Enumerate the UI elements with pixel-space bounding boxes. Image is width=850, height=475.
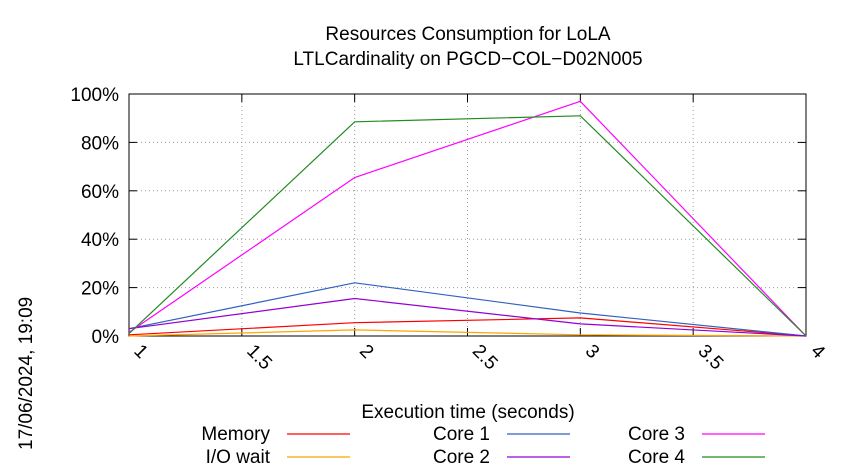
chart-title: Resources Consumption for LoLA (325, 24, 610, 45)
series-line-core-3 (128, 100, 807, 337)
legend-label-core-1: Core 1 (433, 424, 490, 445)
x-tick-label: 2.5 (468, 341, 502, 375)
y-tick-label: 20% (81, 279, 119, 300)
x-tick-label: 1 (129, 341, 151, 363)
legend-label-memory: Memory (201, 424, 270, 445)
series-line-core-4 (128, 115, 807, 337)
y-axis-ticks: 0% 20% 40% 60% 80% 100% (70, 85, 806, 348)
x-tick-label: 3.5 (694, 341, 728, 375)
series-lines (128, 100, 807, 337)
series-line-core-1 (128, 282, 807, 337)
legend-label-core-2: Core 2 (433, 447, 490, 468)
series-line-i-o-wait (128, 329, 807, 337)
chart-subtitle: LTLCardinality on PGCD−COL−D02N005 (293, 49, 642, 70)
x-axis-label: Execution time (seconds) (361, 402, 574, 423)
x-tick-label: 3 (581, 341, 603, 363)
x-tick-label: 4 (806, 341, 829, 364)
y-tick-label: 0% (92, 327, 120, 348)
x-tick-label: 1.5 (242, 341, 276, 375)
x-tick-label: 2 (355, 341, 377, 363)
legend-label-core-3: Core 3 (628, 424, 685, 445)
legend-label-core-4: Core 4 (628, 447, 685, 468)
y-tick-label: 40% (81, 230, 119, 251)
grid-lines (129, 94, 806, 336)
legend-label-i-o-wait: I/O wait (206, 447, 271, 468)
series-line-core-2 (128, 297, 807, 337)
y-tick-label: 100% (70, 85, 119, 106)
y-tick-label: 60% (81, 182, 119, 203)
timestamp: 17/06/2024, 19:09 (16, 297, 37, 450)
y-tick-label: 80% (81, 133, 119, 154)
series-line-memory (128, 317, 807, 337)
